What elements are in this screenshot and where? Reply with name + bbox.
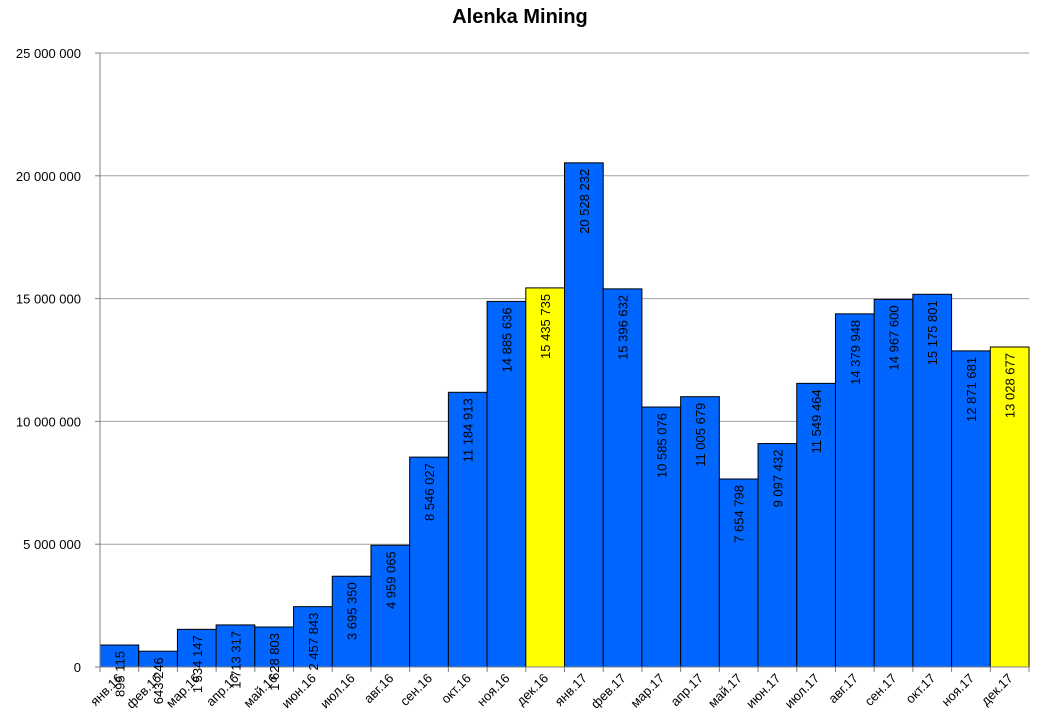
data-label: 20 528 232	[577, 169, 592, 234]
y-tick-label: 25 000 000	[16, 46, 81, 61]
data-label: 12 871 681	[964, 357, 979, 422]
x-tick-label: май.17	[705, 671, 745, 711]
data-label: 895 115	[112, 651, 127, 697]
x-tick-label: апр.16	[203, 671, 242, 710]
bars	[99, 162, 1030, 668]
data-label: 1 628 803	[267, 633, 282, 691]
data-label: 15 396 632	[616, 295, 631, 360]
chart-title: Alenka Mining	[452, 6, 588, 28]
x-tick-label: дек.16	[513, 671, 551, 709]
data-label: 14 885 636	[499, 307, 514, 372]
bar	[176, 628, 217, 668]
data-label: 15 175 801	[925, 300, 940, 365]
bar	[641, 406, 682, 668]
x-tick-label: окт.17	[903, 671, 939, 707]
x-tick-label: ноя.16	[474, 671, 513, 710]
x-tick-label: апр.17	[668, 671, 707, 710]
x-tick-label: авг.16	[361, 671, 397, 707]
bar	[409, 456, 449, 668]
data-label: 9 097 432	[770, 450, 785, 508]
x-tick-label: окт.16	[438, 671, 474, 707]
data-label: 2 457 843	[306, 613, 321, 671]
x-tick-label: авг.17	[825, 671, 861, 707]
x-tick-label: сен.16	[397, 671, 435, 709]
x-tick-label: июн.16	[279, 671, 319, 711]
data-label: 11 549 464	[809, 389, 824, 453]
data-label: 1 713 317	[228, 631, 243, 689]
data-label: 14 967 600	[887, 305, 902, 370]
x-tick-label: фев.17	[588, 671, 629, 712]
data-label: 8 546 027	[422, 463, 437, 521]
data-label: 643 246	[151, 657, 166, 704]
data-label: 4 959 065	[383, 551, 398, 609]
y-tick-label: 10 000 000	[16, 414, 81, 429]
x-tick-label: июл.16	[317, 671, 358, 712]
x-tick-label: июн.17	[743, 671, 783, 711]
data-label: 11 005 679	[693, 403, 708, 467]
x-tick-label: сен.17	[861, 671, 899, 709]
y-tick-label: 15 000 000	[16, 292, 81, 307]
bar	[486, 300, 527, 668]
data-label: 14 379 948	[848, 320, 863, 385]
data-label: 13 028 677	[1003, 353, 1018, 418]
bar	[293, 606, 333, 668]
data-label: 7 654 798	[732, 485, 747, 543]
bar	[989, 346, 1030, 668]
y-tick-label: 5 000 000	[23, 537, 81, 552]
y-tick-label: 0	[74, 660, 81, 675]
x-tick-label: июл.17	[782, 671, 823, 712]
data-label: 3 695 350	[345, 582, 360, 640]
bar	[796, 382, 836, 668]
data-label: 15 435 735	[538, 294, 553, 359]
bar	[873, 298, 914, 668]
bar	[215, 624, 256, 668]
x-tick-label: янв.17	[552, 671, 590, 709]
bar	[447, 391, 488, 668]
x-tick-label: дек.17	[978, 671, 1016, 709]
bar	[525, 287, 566, 668]
bar	[564, 162, 604, 668]
bar	[834, 313, 875, 668]
data-label: 1 534 147	[190, 635, 205, 693]
data-label: 11 184 913	[461, 398, 476, 462]
axes	[95, 52, 1030, 672]
x-tick-label: мар.17	[627, 671, 667, 711]
y-tick-label: 20 000 000	[16, 169, 81, 184]
bar	[951, 350, 991, 668]
x-tick-label: ноя.17	[938, 671, 977, 710]
data-label: 10 585 076	[654, 413, 669, 478]
